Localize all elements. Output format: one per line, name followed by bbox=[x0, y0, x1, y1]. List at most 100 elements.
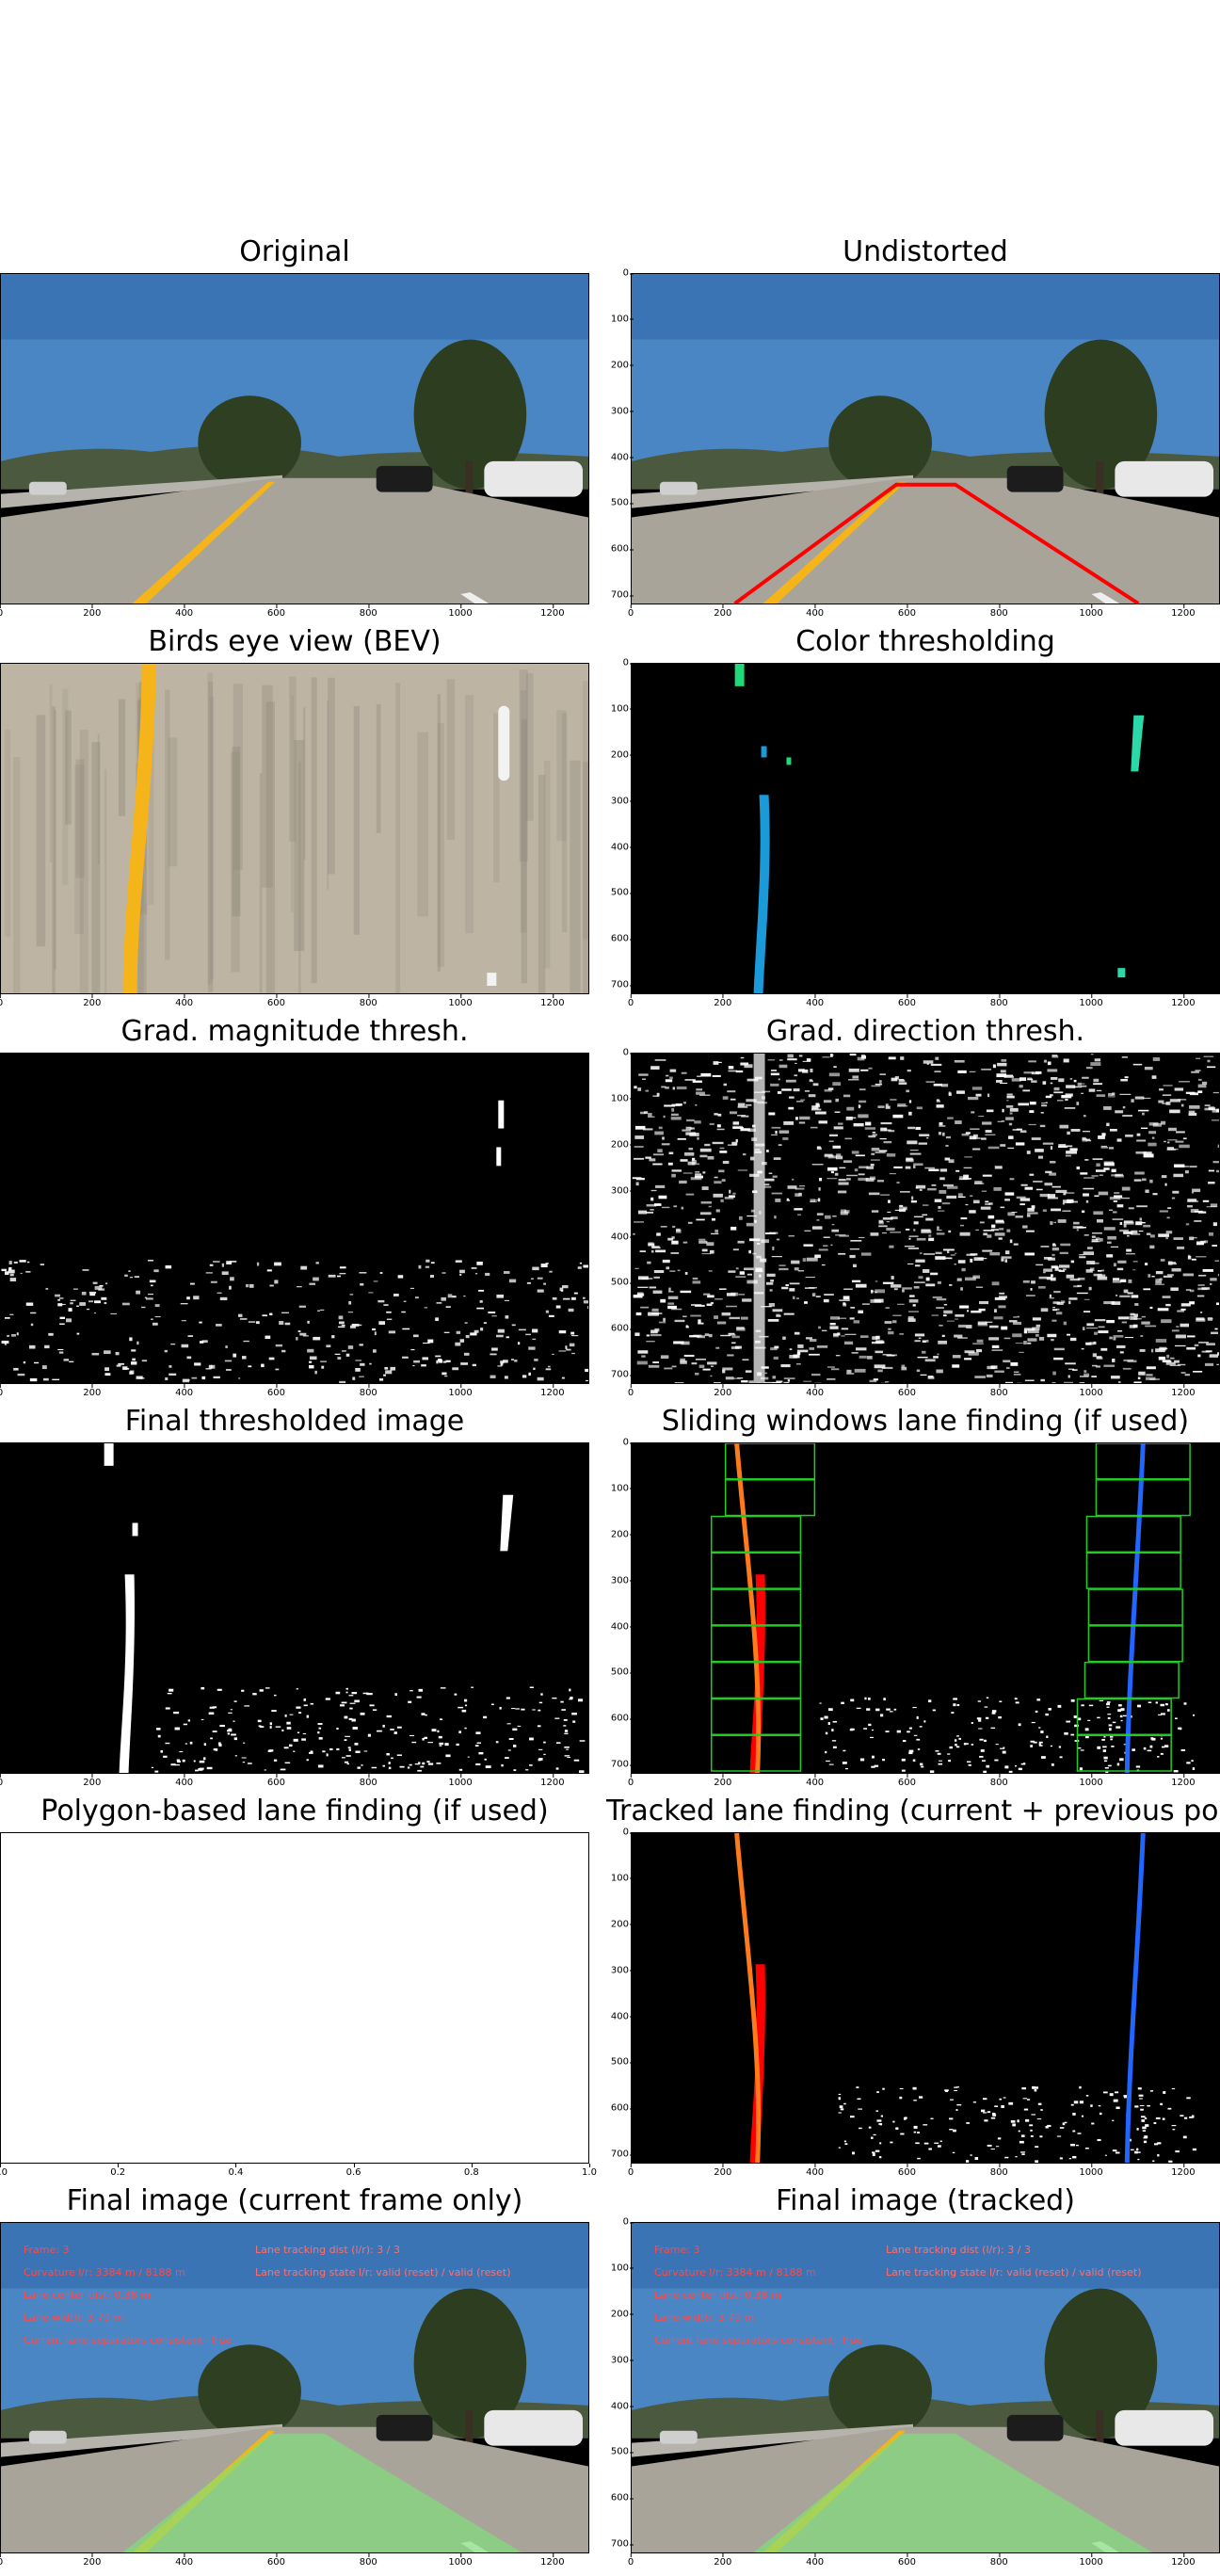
y-tick-label: 300 bbox=[610, 2355, 634, 2366]
y-tick-label: 200 bbox=[610, 2309, 634, 2320]
panel-image bbox=[0, 273, 589, 604]
left-lane-fit bbox=[734, 1443, 762, 1773]
x-tick-label: 200 bbox=[83, 994, 102, 1008]
x-tick-label: 800 bbox=[359, 2553, 377, 2568]
y-tick-label: 500 bbox=[610, 887, 634, 898]
panel-image bbox=[631, 1442, 1220, 1774]
y-tick-label: 400 bbox=[610, 1232, 634, 1243]
x-tick-label: 800 bbox=[359, 1384, 377, 1398]
panel-image: Frame: 3 Curvature l/r: 3384 m / 8188 m La… bbox=[0, 2222, 589, 2553]
x-tick-label: 600 bbox=[266, 994, 285, 1008]
y-tick-label: 100 bbox=[610, 1483, 634, 1494]
right-window bbox=[1084, 1661, 1180, 1699]
y-tick-label: 300 bbox=[610, 1575, 634, 1586]
barrier bbox=[632, 2423, 914, 2457]
y-axis-ticks: 0 100 200 300 400 500 600 700 bbox=[602, 2217, 634, 2553]
x-axis-ticks: 0 200 400 600 800 1000 1200 bbox=[628, 2164, 1220, 2181]
y-tick-label: 100 bbox=[610, 703, 634, 715]
y-tick-label: 200 bbox=[610, 749, 634, 761]
x-tick-label: 200 bbox=[83, 604, 102, 619]
x-axis-ticks: 0 200 400 600 800 1000 1200 bbox=[0, 2553, 589, 2570]
x-axis-ticks: 0 200 400 600 800 1000 1200 bbox=[628, 1384, 1220, 1401]
left-window bbox=[710, 1734, 802, 1772]
panel-image bbox=[0, 663, 589, 994]
x-tick-label: 0 bbox=[0, 604, 3, 619]
x-tick-label: 200 bbox=[714, 604, 732, 619]
x-tick-label: 0 bbox=[0, 1384, 3, 1398]
left-window bbox=[710, 1515, 802, 1554]
white-lane-dash bbox=[460, 592, 490, 604]
x-tick-label: 400 bbox=[175, 1384, 194, 1398]
gradmag-image bbox=[1, 1054, 588, 1383]
car-black bbox=[1006, 2414, 1064, 2441]
panel-image bbox=[0, 1442, 589, 1774]
x-tick-label: 1000 bbox=[448, 604, 473, 619]
panel-title: Original bbox=[239, 235, 350, 268]
panel-title: Birds eye view (BEV) bbox=[148, 625, 441, 658]
x-axis-ticks: 0 200 400 600 800 1000 1200 bbox=[628, 1774, 1220, 1791]
overlay-lane-tracking-dist: Lane tracking dist (l/r): 3 / 3 bbox=[255, 2244, 400, 2256]
x-tick-label: 0 bbox=[0, 2553, 3, 2568]
x-tick-label: 200 bbox=[714, 2164, 732, 2178]
y-tick-label: 200 bbox=[610, 360, 634, 371]
x-tick-label: 1200 bbox=[1171, 2553, 1196, 2568]
x-tick-label: 800 bbox=[359, 1774, 377, 1788]
x-tick-label: 0 bbox=[0, 994, 3, 1008]
y-axis-ticks: 0 100 200 300 400 500 600 700 bbox=[602, 1048, 634, 1384]
y-tick-label: 100 bbox=[610, 1873, 634, 1884]
panel-title: Sliding windows lane finding (if used) bbox=[661, 1405, 1190, 1438]
y-tick-label: 700 bbox=[610, 589, 634, 601]
x-tick-label: 1000 bbox=[1079, 994, 1103, 1008]
x-tick-label: 800 bbox=[359, 994, 377, 1008]
x-tick-label: 0.4 bbox=[228, 2164, 244, 2178]
x-tick-label: 0 bbox=[0, 1774, 3, 1788]
tracked-right-fit bbox=[1124, 1833, 1146, 2163]
overlay-curvature: Curvature l/r: 3384 m / 8188 m bbox=[654, 2266, 816, 2278]
car-black bbox=[376, 465, 433, 492]
barrier bbox=[1, 2423, 283, 2457]
x-tick-label: 1200 bbox=[1171, 2164, 1196, 2178]
car-black bbox=[376, 2414, 433, 2441]
x-tick-label: 0.2 bbox=[110, 2164, 126, 2178]
overlay-width: Lane width: 3.79 m bbox=[654, 2311, 755, 2324]
left-window bbox=[724, 1443, 816, 1480]
final-right-blob bbox=[500, 1494, 514, 1552]
x-axis-ticks: 0 200 400 600 800 1000 1200 bbox=[628, 604, 1220, 621]
tree-right bbox=[1044, 2288, 1158, 2439]
bev-yellow-line bbox=[122, 664, 156, 993]
x-tick-label: 1.0 bbox=[582, 2164, 597, 2178]
right-window bbox=[1087, 1588, 1183, 1626]
y-tick-label: 100 bbox=[610, 2262, 634, 2274]
x-tick-label: 800 bbox=[989, 1384, 1008, 1398]
y-tick-label: 100 bbox=[610, 314, 634, 325]
panel-image bbox=[0, 1832, 589, 2164]
left-window bbox=[710, 1588, 802, 1626]
x-tick-label: 1000 bbox=[448, 2553, 473, 2568]
panel-tracked-find: Tracked lane finding (current + previous… bbox=[606, 1795, 1220, 2178]
y-tick-label: 600 bbox=[610, 1713, 634, 1724]
x-tick-label: 1000 bbox=[1079, 1384, 1103, 1398]
x-tick-label: 400 bbox=[175, 604, 194, 619]
y-tick-label: 0 bbox=[622, 1047, 634, 1058]
y-tick-label: 400 bbox=[610, 2401, 634, 2412]
panel-title: Grad. direction thresh. bbox=[765, 1015, 1085, 1048]
tree-left bbox=[198, 395, 301, 490]
left-window bbox=[724, 1479, 816, 1517]
x-tick-label: 600 bbox=[266, 1774, 285, 1788]
x-axis-ticks: 0 200 400 600 800 1000 1200 bbox=[0, 604, 589, 621]
tree-right bbox=[413, 339, 527, 490]
x-tick-label: 400 bbox=[806, 994, 825, 1008]
overlay-curvature: Curvature l/r: 3384 m / 8188 m bbox=[24, 2266, 185, 2278]
y-tick-label: 100 bbox=[610, 1093, 634, 1104]
panel-title: Final image (tracked) bbox=[776, 2184, 1075, 2217]
panel-final-current: Final image (current frame only) Frame: 3… bbox=[0, 2184, 589, 2568]
panel-undistorted: Undistorted 0 200 400 600 800 1000 1200 0 100 200 3… bbox=[611, 235, 1220, 619]
x-tick-label: 0.8 bbox=[463, 2164, 479, 2178]
panel-title: Final thresholded image bbox=[124, 1405, 465, 1438]
y-tick-label: 500 bbox=[610, 2056, 634, 2068]
panel-title: Tracked lane finding (current + previous… bbox=[606, 1795, 1220, 1827]
y-tick-label: 300 bbox=[610, 1965, 634, 1976]
panel-image bbox=[0, 1053, 589, 1384]
x-tick-label: 0.6 bbox=[345, 2164, 361, 2178]
overlay-separators: Current lane separators consistent: True bbox=[24, 2334, 233, 2346]
